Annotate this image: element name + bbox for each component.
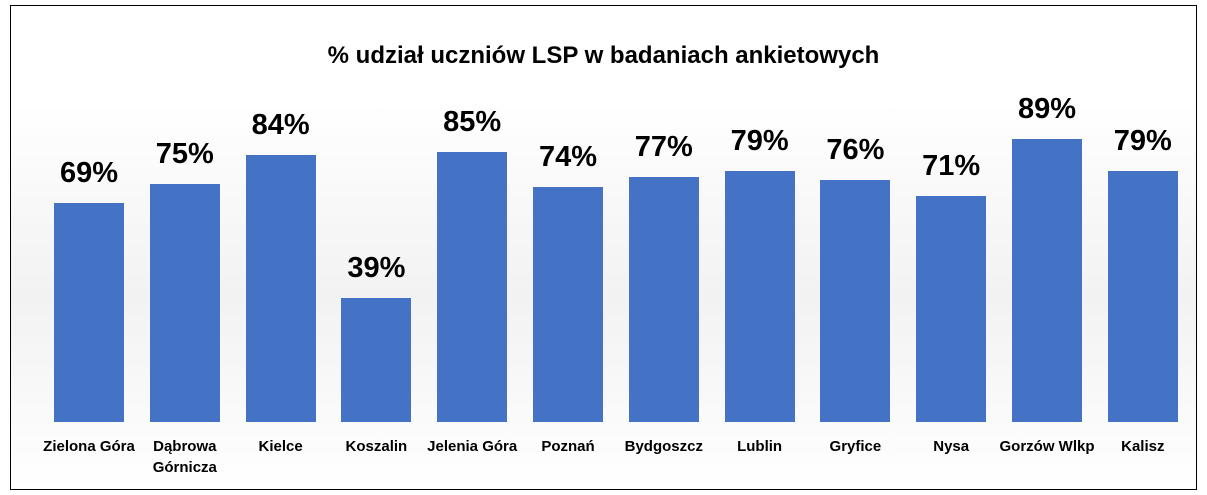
value-label: 69% bbox=[59, 156, 119, 189]
bar bbox=[245, 154, 316, 422]
value-label: 74% bbox=[538, 140, 598, 173]
x-tick-label: Lublin bbox=[737, 438, 783, 455]
bar bbox=[916, 196, 987, 422]
value-label: 77% bbox=[634, 131, 693, 164]
x-tick-label: Gorzów Wlkp bbox=[999, 438, 1095, 455]
x-tick-label: Kalisz bbox=[1121, 438, 1165, 455]
chart-title: % udział uczniów LSP w badaniach ankieto… bbox=[327, 42, 880, 69]
bar bbox=[341, 297, 412, 422]
bar bbox=[149, 183, 220, 422]
value-label: 76% bbox=[826, 134, 885, 167]
bar bbox=[1012, 138, 1082, 422]
x-tick-label: Nysa bbox=[933, 438, 970, 455]
value-label: 84% bbox=[251, 108, 310, 141]
x-tick-label: Kielce bbox=[258, 438, 303, 455]
value-label: 75% bbox=[155, 137, 214, 170]
bar bbox=[628, 177, 699, 422]
x-tick-label: Jelenia Góra bbox=[427, 438, 518, 455]
bar bbox=[437, 151, 508, 422]
bar bbox=[533, 186, 603, 422]
x-tick-label: Zielona Góra bbox=[43, 438, 135, 455]
value-label: 39% bbox=[347, 251, 406, 284]
x-tick-label: Koszalin bbox=[345, 438, 408, 455]
bar bbox=[724, 170, 795, 422]
value-label: 79% bbox=[1113, 124, 1172, 157]
bar bbox=[820, 180, 891, 422]
x-tick-label: Dąbrowa Górnicza bbox=[152, 438, 217, 476]
x-tick-label: Bydgoszcz bbox=[624, 438, 703, 455]
x-tick-label: Gryfice bbox=[829, 438, 882, 455]
bar bbox=[54, 202, 124, 422]
value-label: 71% bbox=[922, 150, 981, 183]
value-label: 89% bbox=[1017, 92, 1077, 125]
chart: % udział uczniów LSP w badaniach ankieto… bbox=[10, 5, 1197, 490]
bar bbox=[1107, 170, 1178, 422]
x-tick-label: Poznań bbox=[541, 438, 595, 455]
value-label: 85% bbox=[443, 105, 502, 138]
value-label: 79% bbox=[730, 124, 789, 157]
